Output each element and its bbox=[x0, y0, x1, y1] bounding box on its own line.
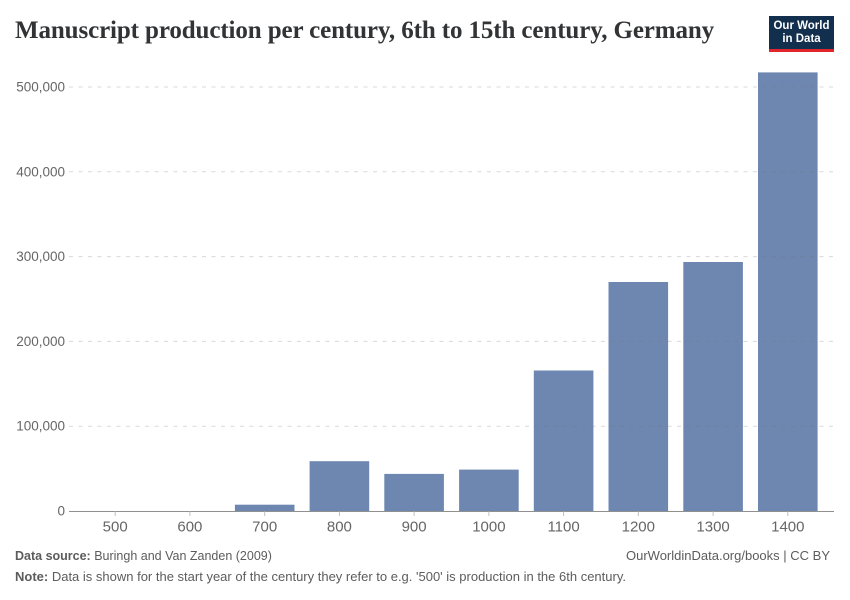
svg-text:0: 0 bbox=[57, 504, 65, 519]
svg-text:700: 700 bbox=[252, 519, 277, 536]
svg-text:1100: 1100 bbox=[547, 519, 579, 536]
svg-text:900: 900 bbox=[402, 519, 427, 536]
svg-text:200,000: 200,000 bbox=[16, 334, 65, 349]
svg-text:1200: 1200 bbox=[622, 519, 655, 536]
svg-text:500: 500 bbox=[103, 519, 128, 536]
svg-text:1400: 1400 bbox=[771, 519, 804, 536]
svg-text:100,000: 100,000 bbox=[16, 419, 65, 434]
svg-text:300,000: 300,000 bbox=[16, 249, 65, 264]
svg-text:800: 800 bbox=[327, 519, 352, 536]
svg-text:1300: 1300 bbox=[696, 519, 729, 536]
svg-text:500,000: 500,000 bbox=[16, 80, 65, 95]
svg-text:400,000: 400,000 bbox=[16, 164, 65, 179]
svg-text:600: 600 bbox=[177, 519, 202, 536]
svg-text:1000: 1000 bbox=[472, 519, 505, 536]
